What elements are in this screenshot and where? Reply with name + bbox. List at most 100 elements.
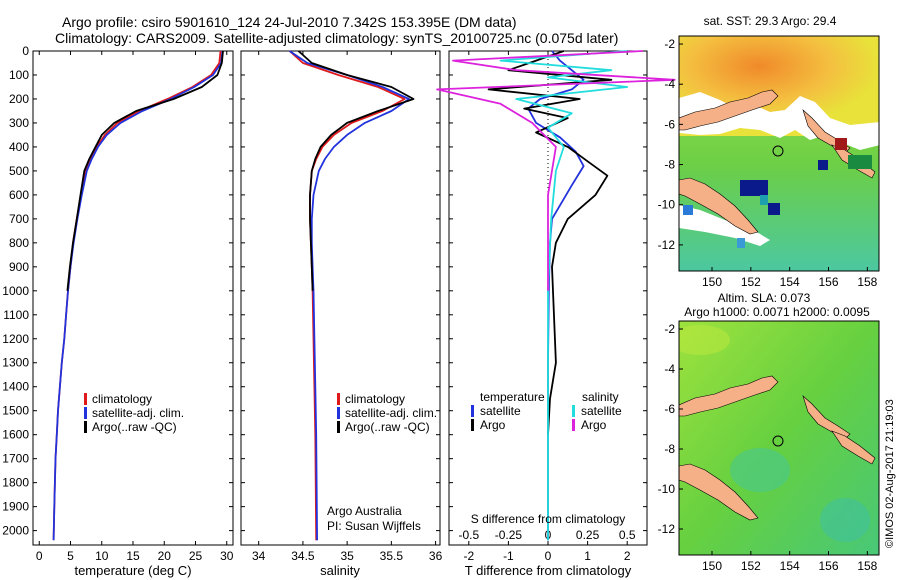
map-y-tick-label: -12 [658,522,676,536]
y-tick-label: 500 [9,164,29,178]
x-tick-label-s: -0.5 [458,528,479,542]
salinity-plot: 34 34.5 35 35.5 36 [241,50,443,563]
legend-swatch-argo [84,421,87,433]
legend-header-salinity: salinity [582,390,619,404]
map-x-tick-label: 158 [857,275,877,289]
sst-nodata-patch [679,205,770,246]
sst-cold-block [737,238,745,248]
map-y-tick-label: -12 [658,238,676,252]
temperature-xlabel: temperature (deg C) [74,563,191,578]
map-x-tick-label: 156 [818,275,838,289]
difference-xlabel: T difference from climatology [465,563,632,578]
figure-title-line1: Argo profile: csiro 5901610_124 24-Jul-2… [62,14,517,30]
map-y-tick-label: -8 [664,158,675,172]
y-tick-label: 1200 [2,332,29,346]
map-y-tick-label: -10 [658,198,676,212]
x-tick-label: 15 [126,549,140,563]
map-y-tick-label: -2 [664,322,675,336]
sst-cold-block [818,160,828,170]
y-tick-label: 1000 [2,284,29,298]
sst-land-new-guinea [679,89,779,131]
y-tick-label: 1900 [2,500,29,514]
x-tick-label: 35 [340,549,354,563]
map-y-tick-label: -10 [658,482,676,496]
x-tick-label: 35.5 [380,549,404,563]
legend-swatch-climatology [337,393,340,405]
x-tick-label: 30 [220,549,234,563]
x-tick-label: 10 [95,549,109,563]
sst-cold-block [740,180,768,196]
x-tick-label-s: 0.5 [619,528,636,542]
series-line-salinity-argo [436,50,676,291]
sst-dark-block [848,155,872,169]
y-tick-label: 200 [9,92,29,106]
x-tick-label: -1 [503,549,514,563]
salinity-plot-frame [240,50,441,546]
map-x-tick-label: 158 [857,559,877,573]
y-tick-label: 700 [9,212,29,226]
y-tick-label: 600 [9,188,29,202]
sst-map-frame [678,35,880,272]
legend-swatch-s-satellite [572,405,575,417]
x-tick-label: 36 [429,549,443,563]
map-y-tick-label: -8 [664,442,675,456]
sla-map [679,321,879,555]
temperature-plot-frame [32,50,234,546]
series-line-salinity-satellite [499,50,629,541]
map-y-tick-label: -2 [664,37,675,51]
difference-xlabel-top: S difference from climatology [471,512,626,526]
y-tick-label: 900 [9,260,29,274]
legend-swatch-satellite [337,407,340,419]
sst-map-title: sat. SST: 29.3 Argo: 29.4 [704,14,837,28]
y-tick-label: 400 [9,140,29,154]
x-tick-label-s: 0.25 [576,528,600,542]
sst-land-papua-south [679,177,759,235]
legend-label-satellite: satellite-adj. clim. [92,406,184,420]
y-tick-label: 800 [9,236,29,250]
y-tick-label: 1300 [2,356,29,370]
y-tick-label: 1100 [3,308,29,322]
map-x-tick-label: 152 [741,275,761,289]
legend-label-argo: Argo(..raw -QC) [345,420,430,434]
legend-label-argo: Argo(..raw -QC) [92,420,177,434]
difference-legend: temperature salinity satellite Argo sate… [471,390,622,432]
y-tick-label: 100 [9,68,29,82]
x-tick-label: 5 [67,549,74,563]
sla-land-papua-south [679,463,759,521]
y-tick-label: 0 [22,44,29,58]
map-x-tick-label: 150 [702,559,722,573]
y-tick-label: 1700 [2,452,29,466]
legend-label-s-satellite: satellite [581,404,622,418]
x-tick-label: 0 [36,549,43,563]
y-tick-label: 1600 [2,428,29,442]
sst-argo-marker [772,145,784,157]
series-line-argo-raw-qc- [66,50,224,291]
x-tick-label: 34 [252,549,266,563]
map-x-tick-label: 154 [780,275,800,289]
sst-cold-block [683,205,693,215]
legend-label-climatology: climatology [345,392,405,406]
legend-swatch-t-satellite [471,405,474,417]
map-x-tick-label: 154 [780,559,800,573]
legend-swatch-satellite [84,407,87,419]
sst-cold-block [768,203,780,215]
sst-cold-block [760,195,768,205]
sla-map-frame [678,320,880,556]
legend-label-t-satellite: satellite [480,404,521,418]
sla-map-title-line1: Altim. SLA: 0.073 [718,291,811,305]
x-tick-label: 25 [189,549,203,563]
sst-warm-block [835,138,847,150]
series-line-satellite-adj-clim- [289,50,410,541]
legend-label-climatology: climatology [92,392,152,406]
x-tick-label: -2 [463,549,474,563]
y-tick-label: 1800 [2,476,29,490]
map-x-tick-label: 156 [818,559,838,573]
y-tick-label: 300 [9,116,29,130]
legend-label-s-argo: Argo [581,418,607,432]
sla-land-new-guinea [679,375,779,417]
sla-map-title-line2: Argo h1000: 0.0071 h2000: 0.0095 [684,305,870,319]
x-tick-label: 20 [158,549,172,563]
y-tick-label: 1400 [2,380,29,394]
imos-credit: ©IMOS 02-Aug-2017 21:19:03 [884,399,896,548]
legend-header-temperature: temperature [480,390,545,404]
